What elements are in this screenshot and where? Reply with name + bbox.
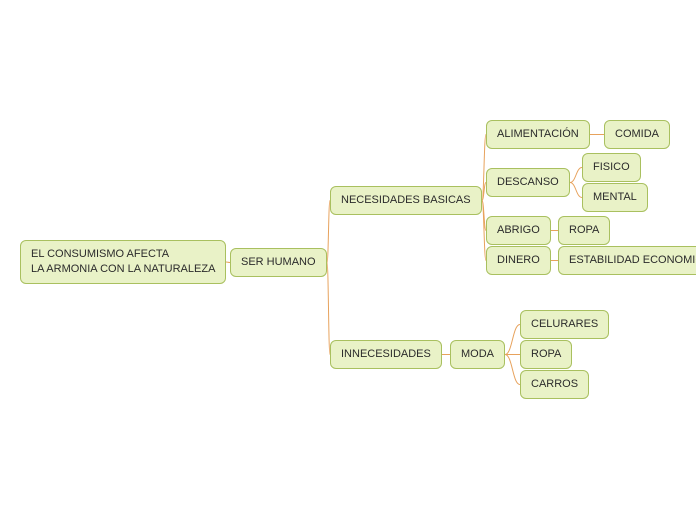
node-dinero: DINERO — [486, 246, 551, 275]
node-ser: SER HUMANO — [230, 248, 327, 277]
node-alim: ALIMENTACIÓN — [486, 120, 590, 149]
node-ropa2: ROPA — [520, 340, 572, 369]
node-comida: COMIDA — [604, 120, 670, 149]
edge-moda-celu — [505, 325, 520, 355]
node-desc: DESCANSO — [486, 168, 570, 197]
node-inneces: INNECESIDADES — [330, 340, 442, 369]
edge-desc-fisico — [570, 168, 582, 183]
node-root: EL CONSUMISMO AFECTA LA ARMONIA CON LA N… — [20, 240, 226, 284]
node-moda: MODA — [450, 340, 505, 369]
node-fisico: FISICO — [582, 153, 641, 182]
mindmap-canvas: EL CONSUMISMO AFECTA LA ARMONIA CON LA N… — [0, 0, 696, 520]
node-mental: MENTAL — [582, 183, 648, 212]
edge-moda-carros — [505, 355, 520, 385]
node-abrigo: ABRIGO — [486, 216, 551, 245]
node-estab: ESTABILIDAD ECONOMICA — [558, 246, 696, 275]
node-neces: NECESIDADES BASICAS — [330, 186, 482, 215]
node-ropa1: ROPA — [558, 216, 610, 245]
node-celu: CELURARES — [520, 310, 609, 339]
node-carros: CARROS — [520, 370, 589, 399]
edge-ser-inneces — [327, 263, 330, 355]
edge-desc-mental — [570, 183, 582, 198]
